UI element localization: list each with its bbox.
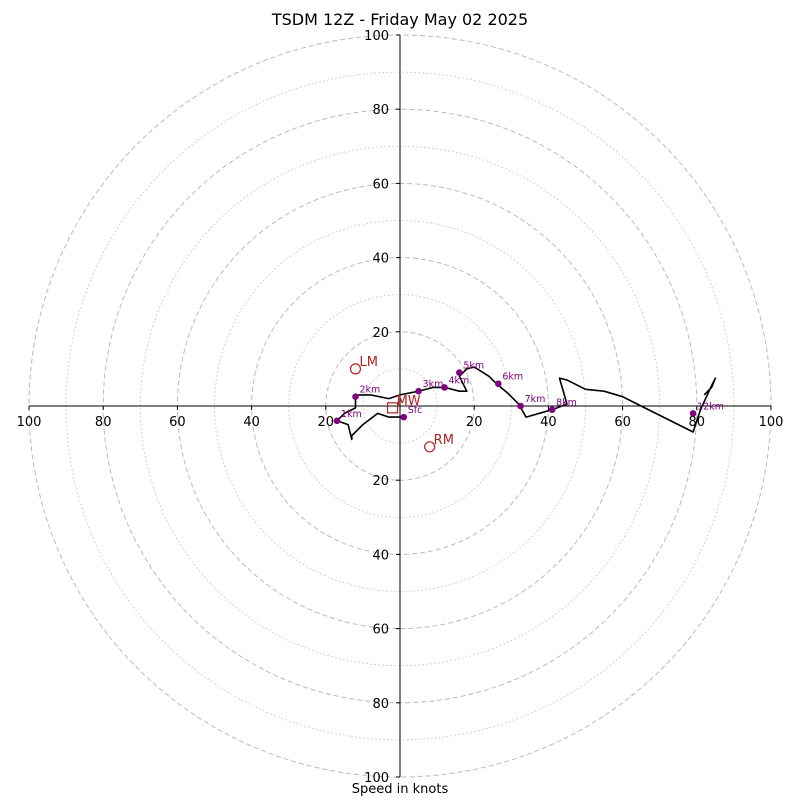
height-marker-1km xyxy=(333,417,341,425)
storm-motion-markers: LM RM MW xyxy=(349,355,454,453)
y-tick-label-up: 80 xyxy=(372,103,389,118)
x-tick-label-right: 40 xyxy=(540,415,557,430)
y-tick-label-up: 60 xyxy=(372,177,389,192)
height-marker-8km xyxy=(548,406,556,414)
height-marker-2km xyxy=(352,393,359,401)
height-marker-4km xyxy=(441,384,448,391)
height-label-7km: 7km xyxy=(525,394,546,405)
y-tick-label-down: 60 xyxy=(372,623,389,638)
x-tick-label-left: 80 xyxy=(95,415,112,430)
height-marker-12km xyxy=(689,410,697,417)
x-tick-label-left: 40 xyxy=(243,415,260,430)
storm-motion-marker-LM xyxy=(349,363,362,375)
y-tick-label-up: 100 xyxy=(364,29,389,44)
height-label-Sfc: Sfc xyxy=(408,405,423,416)
y-tick-label-down: 80 xyxy=(372,697,389,712)
y-tick-label-down: 100 xyxy=(364,771,389,786)
y-tick-label-down: 20 xyxy=(372,474,389,489)
x-tick-label-left: 20 xyxy=(318,415,335,430)
x-axis-label: Speed in knots xyxy=(351,782,449,797)
storm-motion-label-MW: MW xyxy=(397,394,421,409)
axes xyxy=(29,35,771,777)
x-tick-label-right: 100 xyxy=(759,415,784,430)
chart-title: TSDM 12Z - Friday May 02 2025 xyxy=(271,10,529,29)
height-label-1km: 1km xyxy=(341,409,362,420)
height-marker-7km xyxy=(517,402,524,410)
x-tick-label-right: 20 xyxy=(466,415,483,430)
storm-motion-marker-RM xyxy=(424,441,436,453)
height-label-8km: 8km xyxy=(556,398,577,409)
height-label-6km: 6km xyxy=(502,372,523,383)
height-label-4km: 4km xyxy=(449,375,470,386)
height-label-3km: 3km xyxy=(423,379,444,390)
y-tick-label-down: 40 xyxy=(372,548,389,563)
storm-motion-label-RM: RM xyxy=(434,433,454,448)
y-tick-label-up: 40 xyxy=(372,252,389,267)
x-tick-label-right: 60 xyxy=(614,415,631,430)
x-tick-label-left: 60 xyxy=(169,415,186,430)
height-marker-3km xyxy=(415,387,422,395)
height-label-2km: 2km xyxy=(359,385,380,396)
height-marker-5km xyxy=(456,369,463,376)
height-label-5km: 5km xyxy=(463,361,484,372)
storm-motion-marker-MW xyxy=(386,402,399,414)
height-marker-Sfc xyxy=(400,413,408,421)
height-label-12km: 12km xyxy=(697,401,724,412)
y-tick-label-up: 20 xyxy=(372,326,389,341)
storm-motion-label-LM: LM xyxy=(359,355,377,370)
x-tick-label-left: 100 xyxy=(17,415,42,430)
height-marker-6km xyxy=(495,380,502,388)
